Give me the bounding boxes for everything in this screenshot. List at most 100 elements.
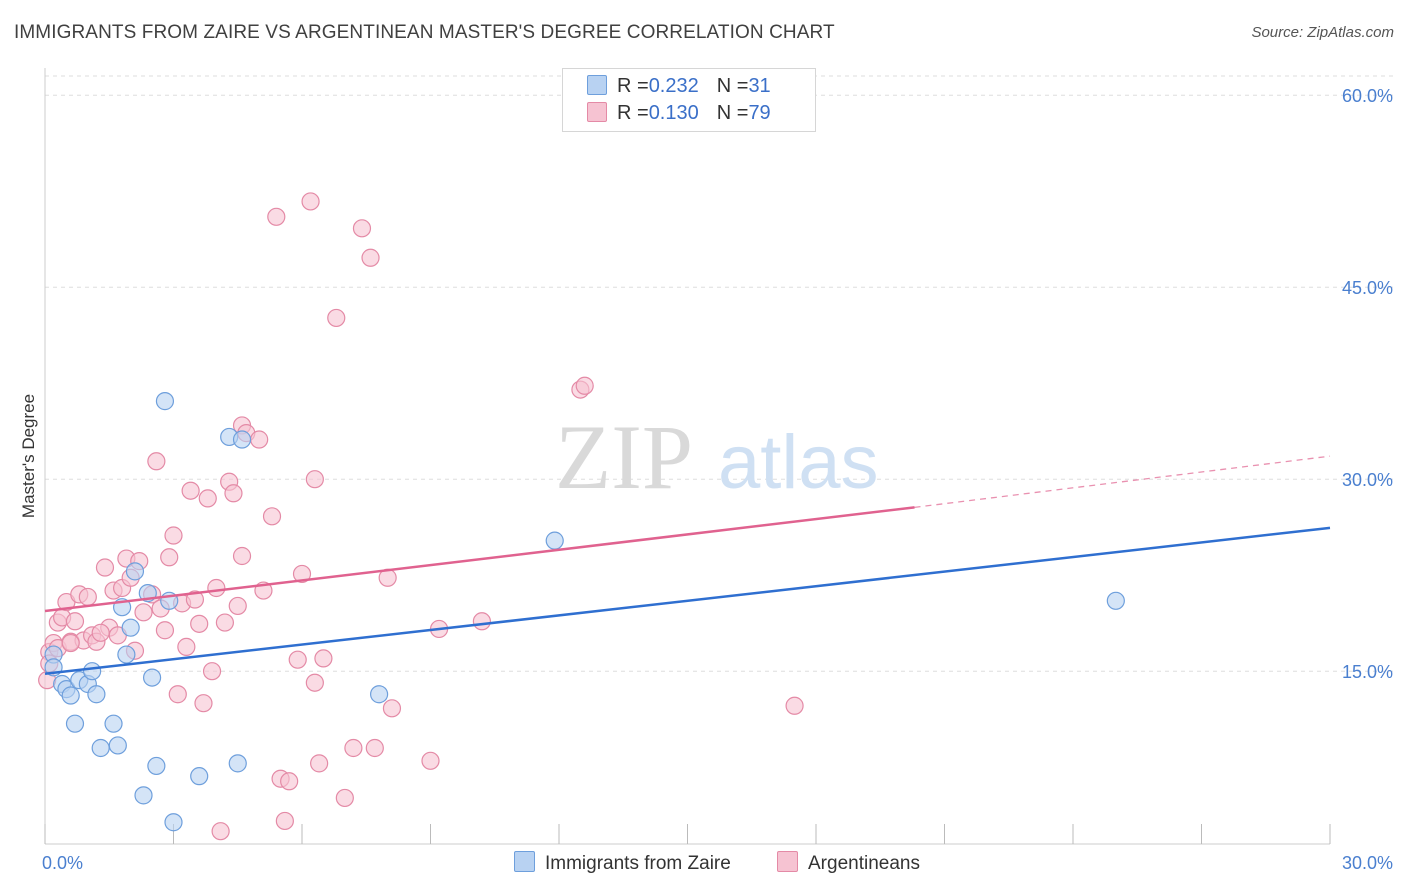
legend-n-label: N = [716,102,749,124]
argentineans-point [160,548,179,567]
zaire-point [104,714,123,733]
series-argentineans-points [38,192,804,841]
argentineans-point [305,470,324,489]
argentineans-point [95,558,115,577]
argentineans-point [215,613,234,632]
legend-row-zaire: R = 0.232 N = 31 [587,75,771,101]
argentineans-point [352,219,372,238]
argentineans-point [65,612,85,631]
argentineans-point [147,452,166,471]
argentineans-point [194,694,213,713]
argentineans-point [292,564,312,584]
legend-n-value: 79 [748,102,771,124]
chart-title: IMMIGRANTS FROM ZAIRE VS ARGENTINEAN MAS… [14,22,835,43]
argentineans-point [228,596,247,616]
zaire-point [370,685,389,704]
grid-lines [45,75,1395,672]
argentineans-point [177,637,196,656]
x-tick-label: 30.0% [1342,853,1393,873]
argentineans-point [785,696,804,715]
argentineans-point [198,489,217,508]
argentineans-point [344,738,363,758]
zaire-point [155,392,175,411]
zaire-point [228,754,247,773]
bottom-legend-argentineans: Argentineans [777,851,920,875]
argentineans-point [421,751,440,770]
argentineans-point [310,754,329,773]
bottom-legend-label-zaire: Immigrants from Zaire [545,853,731,874]
bottom-legend-zaire: Immigrants from Zaire [514,851,731,875]
argentineans-point [275,811,294,831]
argentineans-point [61,633,80,653]
bottom-legend-swatch-argentineans [777,851,798,872]
argentineans-point [202,662,222,681]
argentineans-point [164,526,183,545]
zaire-point [87,685,106,704]
zaire-point [121,618,140,637]
argentineans-point [224,484,243,503]
argentineans-point [91,623,110,642]
argentineans-point [262,507,282,526]
argentineans-point [134,603,153,622]
zaire-point [125,562,145,581]
legend-r-label: R = [617,75,649,97]
legend-swatch-argentineans [587,102,607,122]
legend-r-value: 0.130 [648,102,699,124]
argentineans-point [267,207,286,226]
legend-n-value: 31 [748,75,771,97]
y-tick-label: 30.0% [1342,470,1393,490]
zaire-point [164,813,183,832]
argentineans-point [335,788,354,808]
zaire-point [65,714,85,733]
x-tick-label: 0.0% [42,853,83,873]
zaire-point [232,430,252,449]
argentineans-point [211,822,230,841]
argentineans-point [301,192,320,211]
legend-n-label: N = [716,75,749,97]
legend-r-label: R = [617,102,649,124]
bottom-legend-label-argentineans: Argentineans [808,853,920,874]
trend-line-argentineans [44,506,915,613]
argentineans-point [327,308,346,328]
legend-row-argentineans: R = 0.130 N = 79 [587,102,771,128]
series-zaire-points [44,392,1125,832]
argentineans-point [361,248,380,267]
zaire-point [190,767,209,786]
y-axis-label: Master's Degree [19,394,38,518]
argentineans-point [185,590,205,609]
bottom-legend-swatch-zaire [514,851,535,872]
watermark: ZIP atlas [555,406,879,508]
argentineans-point [168,685,187,704]
y-tick-label: 45.0% [1342,278,1393,298]
argentineans-point [314,649,333,668]
trend-line-argentineans-extension [914,455,1331,509]
watermark-atlas: atlas [718,420,879,505]
argentineans-point [190,614,209,633]
y-tick-label: 60.0% [1342,86,1393,106]
source-label: Source: ZipAtlas.com [1251,24,1394,41]
y-tick-label: 15.0% [1342,662,1393,682]
argentineans-point [232,546,252,566]
argentineans-point [288,650,307,669]
zaire-point [545,531,564,550]
zaire-point [1106,591,1125,610]
zaire-point [147,756,166,776]
argentineans-point [305,673,324,692]
legend-r-value: 0.232 [648,75,699,97]
argentineans-point [78,587,97,607]
watermark-zip: ZIP [555,406,693,508]
legend-swatch-zaire [587,75,607,95]
zaire-point [108,736,127,755]
argentineans-point [155,621,175,640]
trend-line-zaire [44,526,1331,676]
argentineans-point [207,578,226,598]
argentineans-point [280,772,299,791]
trend-lines [44,455,1331,676]
zaire-point [142,668,162,687]
tick-labels: 15.0% 30.0% 45.0% 60.0% 0.0% 30.0% [42,86,1393,873]
argentineans-point [181,481,200,500]
zaire-point [134,786,153,805]
legend: R = 0.232 N = 31 R = 0.130 N = 79 [562,68,816,132]
axes [44,68,1331,845]
